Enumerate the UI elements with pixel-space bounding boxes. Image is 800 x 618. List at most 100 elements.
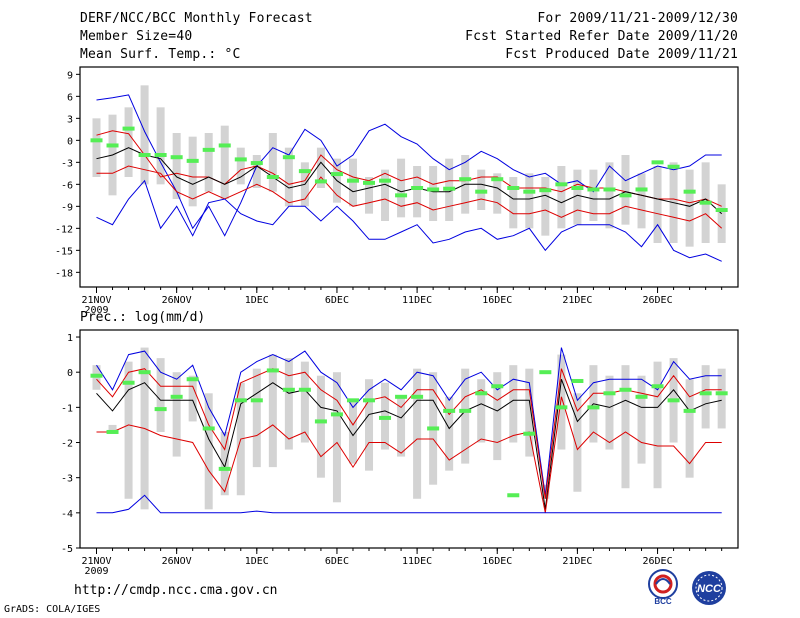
series-min <box>96 494 722 514</box>
y-tick-label: 1 <box>67 333 73 344</box>
spread-box <box>156 358 165 432</box>
series-min <box>96 179 722 262</box>
spread-box <box>332 372 341 503</box>
forecast-started-date: Fcst Started Refer Date 2009/11/20 <box>465 29 738 44</box>
obs-marker <box>330 172 343 177</box>
spread-box <box>557 166 566 229</box>
spread-box <box>397 396 406 457</box>
obs-marker <box>459 177 472 182</box>
bcc-logo-text: BCC <box>654 597 672 606</box>
obs-marker <box>266 368 279 373</box>
obs-marker <box>298 387 311 392</box>
spread-box <box>268 354 277 468</box>
obs-marker <box>122 380 135 385</box>
source-url[interactable]: http://cmdp.ncc.cma.gov.cn <box>74 583 278 598</box>
obs-marker <box>411 394 424 399</box>
obs-marker <box>699 391 712 396</box>
obs-marker <box>202 147 215 152</box>
spread-box <box>621 155 630 225</box>
x-tick-label: 6DEC <box>325 295 349 306</box>
obs-marker <box>667 164 680 169</box>
obs-marker <box>651 384 664 389</box>
obs-marker <box>379 178 392 183</box>
obs-marker <box>250 398 263 403</box>
obs-marker <box>90 138 103 143</box>
spread-box <box>172 133 181 199</box>
spread-box <box>605 375 614 450</box>
spread-box <box>685 169 694 247</box>
spread-box <box>284 358 293 450</box>
obs-marker <box>186 158 199 163</box>
spread-box <box>268 133 277 192</box>
spread-box <box>108 424 117 432</box>
obs-marker <box>138 370 151 375</box>
spread-box <box>300 361 309 443</box>
obs-marker <box>523 431 536 436</box>
spread-box <box>653 361 662 489</box>
obs-marker <box>154 153 167 157</box>
spread-box <box>124 107 133 177</box>
spread-box <box>557 354 566 450</box>
obs-marker <box>587 187 600 192</box>
x-tick-label: 21DEC <box>562 295 592 306</box>
obs-marker <box>699 200 712 205</box>
y-tick-label: -4 <box>61 509 73 520</box>
spread-box <box>220 431 229 496</box>
obs-marker <box>587 405 600 410</box>
spread-box <box>365 379 374 471</box>
obs-marker <box>571 186 584 190</box>
y-tick-label: 3 <box>67 114 73 125</box>
x-tick-label: 26NOV <box>162 295 192 306</box>
x-tick-label: 26DEC <box>642 295 672 306</box>
obs-marker <box>250 161 263 166</box>
spread-box <box>204 393 213 510</box>
y-tick-label: -2 <box>61 439 73 450</box>
spread-box <box>429 166 438 221</box>
obs-marker <box>346 178 359 183</box>
spread-box <box>188 375 197 422</box>
spread-box <box>316 375 325 478</box>
spread-box <box>589 169 598 221</box>
x-tick-label: 6DEC <box>325 556 349 567</box>
spread-box <box>236 147 245 185</box>
obs-marker <box>202 426 215 431</box>
spread-box <box>493 372 502 461</box>
obs-marker <box>282 387 295 392</box>
obs-marker <box>106 429 119 434</box>
x-tick-label: 1DEC <box>245 295 269 306</box>
spread-box <box>621 365 630 489</box>
spread-box <box>140 85 149 185</box>
obs-marker <box>170 155 183 160</box>
spread-box <box>685 379 694 478</box>
series-max <box>96 347 722 496</box>
obs-marker <box>491 384 504 389</box>
obs-marker <box>603 391 616 396</box>
spread-box <box>92 118 101 177</box>
obs-marker <box>523 189 536 194</box>
obs-marker <box>427 426 440 431</box>
x-year-label: 2009 <box>84 566 108 577</box>
spread-box <box>525 368 534 457</box>
obs-marker <box>218 143 231 148</box>
obs-marker <box>443 408 456 413</box>
forecast-produced-date: Fcst Produced Date 2009/11/21 <box>505 47 738 62</box>
spread-box <box>252 155 261 188</box>
x-year-label: 2009 <box>84 305 108 316</box>
series-mean-plus-sd <box>96 368 722 499</box>
x-tick-label: 1DEC <box>245 556 269 567</box>
obs-marker <box>427 187 440 192</box>
obs-marker <box>266 175 279 179</box>
obs-marker <box>170 394 183 399</box>
spread-box <box>204 133 213 192</box>
grads-credit: GrADS: COLA/IGES <box>4 604 101 615</box>
obs-marker <box>411 186 424 190</box>
y-tick-label: 6 <box>67 92 73 103</box>
bcc-logo: BCC <box>648 569 678 606</box>
obs-marker <box>154 407 167 412</box>
x-tick-label: 21NOV <box>81 556 111 567</box>
obs-marker <box>363 180 376 185</box>
spread-box <box>573 169 582 225</box>
y-tick-label: -18 <box>55 268 73 279</box>
obs-marker <box>122 126 135 131</box>
obs-marker <box>603 187 616 192</box>
